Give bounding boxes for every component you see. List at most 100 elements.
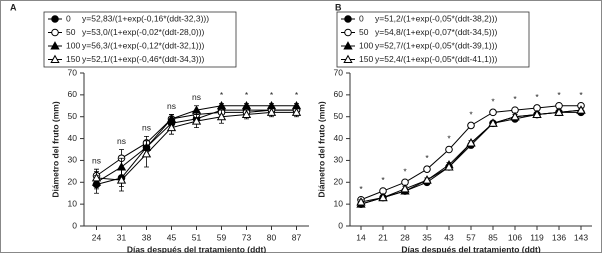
marker (576, 105, 586, 114)
y-tick-label: 10 (68, 198, 78, 208)
marker (554, 107, 564, 116)
significance-label: ns (92, 155, 101, 165)
legend-name: 0 (359, 13, 364, 23)
legend-marker (343, 54, 353, 63)
y-tick-label: 70 (334, 67, 344, 77)
marker (422, 175, 432, 184)
significance-label: * (245, 90, 249, 100)
marker (445, 145, 453, 154)
legend-equation: y=52,1/(1+exp(-0,46*(ddt-34,3))) (82, 54, 205, 64)
legend-name: 150 (359, 54, 373, 64)
y-tick-label: 50 (68, 111, 78, 121)
y-tick-label: 30 (68, 155, 78, 165)
x-tick-label: 80 (267, 232, 277, 242)
marker (467, 121, 475, 130)
legend-marker (344, 15, 352, 23)
significance-label: * (220, 90, 224, 100)
legend-marker (51, 15, 59, 23)
x-tick-label: 73 (242, 232, 252, 242)
significance-label: ns (117, 136, 126, 146)
significance-label: * (270, 90, 274, 100)
x-tick-label: 136 (552, 232, 566, 242)
legend-equation: y=54,8/(1+exp(-0,07*(ddt-34,5))) (375, 27, 498, 37)
marker (489, 108, 497, 117)
x-tick-label: 85 (488, 232, 498, 242)
marker (216, 100, 227, 110)
marker (423, 165, 431, 173)
marker (356, 197, 366, 206)
legend-name: 0 (66, 13, 71, 23)
significance-label: * (425, 153, 429, 163)
marker (91, 173, 102, 182)
significance-label: * (469, 110, 473, 120)
x-tick-label: 43 (444, 232, 454, 242)
significance-label: * (535, 92, 539, 102)
marker (116, 175, 127, 184)
marker (291, 107, 302, 116)
y-tick-label: 40 (68, 133, 78, 143)
legend-equation: y=52,83/(1+exp(-0,16*(ddt-32,3))) (82, 13, 209, 23)
legend-equation: y=52,4/(1+exp(-0,05*(ddt-41,1))) (375, 54, 498, 64)
y-tick-label: 0 (72, 220, 77, 230)
panel-label: B (335, 2, 342, 12)
marker (400, 184, 410, 193)
legend-box (43, 11, 237, 68)
x-tick-label: 28 (400, 232, 410, 242)
x-tick-label: 38 (142, 232, 152, 242)
significance-label: ns (142, 123, 151, 133)
legend-box (336, 11, 530, 68)
marker (266, 107, 277, 116)
significance-label: * (491, 96, 495, 106)
y-tick-label: 60 (334, 89, 344, 99)
legend-name: 50 (359, 27, 369, 37)
significance-label: * (513, 94, 517, 104)
y-tick-label: 60 (68, 89, 78, 99)
x-tick-label: 87 (292, 232, 302, 242)
y-tick-label: 70 (68, 67, 78, 77)
marker (241, 109, 252, 119)
marker (191, 105, 202, 114)
marker (141, 149, 152, 158)
x-tick-label: 35 (422, 232, 432, 242)
significance-label: * (447, 134, 451, 144)
legend-name: 50 (66, 27, 76, 37)
significance-label: * (359, 184, 363, 194)
x-tick-label: 51 (192, 232, 202, 242)
legend-marker (50, 41, 60, 50)
significance-label: ns (192, 92, 201, 102)
y-tick-label: 50 (334, 111, 344, 121)
legend-name: 100 (66, 40, 80, 50)
x-axis-label: Días después del tratamiento (ddt) (401, 244, 540, 253)
legend-name: 100 (359, 40, 373, 50)
y-tick-label: 30 (334, 155, 344, 165)
legend-name: 150 (66, 54, 80, 64)
x-tick-label: 31 (117, 232, 127, 242)
x-tick-label: 59 (217, 232, 227, 242)
significance-label: * (381, 175, 385, 185)
marker (510, 111, 520, 121)
x-tick-label: 106 (508, 232, 522, 242)
marker (241, 100, 252, 110)
marker (532, 109, 542, 119)
y-tick-label: 20 (334, 177, 344, 187)
marker (488, 118, 498, 127)
legend-equation: y=53,0/(1+exp(-0,02*(ddt-28,0))) (82, 27, 205, 37)
y-tick-label: 10 (334, 198, 344, 208)
legend-marker (50, 54, 60, 63)
panel-label: A (10, 2, 17, 12)
y-tick-label: 0 (338, 220, 343, 230)
marker (378, 192, 388, 202)
x-tick-label: 24 (92, 232, 102, 242)
significance-label: ns (167, 101, 176, 111)
significance-label: * (403, 166, 407, 176)
significance-label: * (579, 90, 583, 100)
significance-label: * (557, 90, 561, 100)
legend-marker (344, 28, 352, 37)
y-tick-label: 40 (334, 133, 344, 143)
marker (444, 162, 454, 171)
marker (191, 116, 202, 125)
marker (466, 138, 476, 147)
legend-equation: y=51,2/(1+exp(-0,05*(ddt-38,2))) (375, 13, 498, 23)
